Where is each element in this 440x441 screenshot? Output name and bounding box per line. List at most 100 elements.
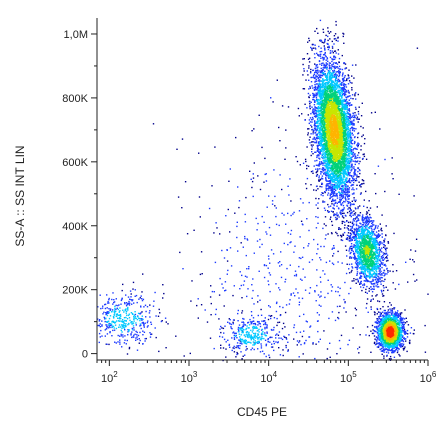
event-dot — [351, 267, 354, 269]
event-dot — [241, 297, 243, 299]
event-dot — [313, 127, 316, 129]
event-dot — [374, 245, 376, 247]
event-dot — [366, 280, 368, 283]
event-dot — [276, 317, 278, 320]
event-dot — [315, 142, 318, 144]
event-dot — [377, 278, 380, 280]
event-dot — [269, 274, 272, 276]
event-dot — [359, 184, 361, 187]
event-dot — [322, 153, 324, 156]
event-dot — [348, 77, 350, 79]
event-dot — [227, 208, 229, 211]
event-dot — [258, 340, 260, 342]
event-dot — [264, 326, 266, 329]
event-dot — [104, 303, 106, 306]
event-dot — [243, 339, 246, 342]
event-dot — [397, 316, 400, 318]
event-dot — [235, 346, 237, 349]
event-dot — [332, 180, 334, 183]
event-dot — [317, 83, 320, 85]
event-dot — [253, 335, 256, 338]
event-dot — [376, 294, 378, 296]
event-dot — [354, 218, 357, 220]
event-dot — [264, 173, 266, 176]
event-dot — [315, 164, 318, 166]
event-dot — [341, 94, 343, 97]
event-dot — [394, 317, 396, 319]
event-dot — [396, 317, 398, 319]
event-dot — [322, 168, 324, 170]
event-dot — [321, 162, 323, 164]
event-dot — [124, 303, 126, 305]
event-dot — [368, 227, 371, 229]
event-dot — [293, 326, 295, 329]
event-dot — [233, 345, 235, 348]
event-dot — [368, 231, 370, 233]
event-dot — [176, 148, 178, 150]
event-dot — [332, 255, 334, 257]
event-dot — [215, 222, 217, 224]
event-dot — [349, 174, 351, 177]
event-dot — [138, 342, 140, 344]
event-dot — [363, 225, 366, 228]
event-dot — [346, 157, 349, 160]
event-dot — [323, 73, 325, 76]
event-dot — [278, 337, 280, 339]
event-dot — [380, 321, 383, 323]
event-dot — [97, 306, 99, 308]
event-dot — [386, 247, 388, 249]
event-dot — [353, 142, 355, 145]
event-dot — [392, 264, 394, 266]
event-dot — [376, 341, 378, 343]
event-dot — [341, 208, 344, 211]
event-dot — [162, 284, 164, 286]
event-dot — [404, 346, 406, 348]
event-dot — [320, 133, 322, 136]
event-dot — [351, 156, 353, 158]
event-dot — [237, 312, 239, 315]
event-dot — [365, 158, 368, 160]
event-dot — [327, 165, 329, 168]
event-dot — [142, 343, 144, 345]
event-dot — [366, 302, 368, 305]
event-dot — [349, 117, 351, 120]
event-dot — [123, 342, 126, 344]
event-dot — [320, 128, 322, 130]
event-dot — [105, 328, 108, 330]
event-dot — [275, 223, 278, 226]
event-dot — [322, 69, 324, 71]
event-dot — [333, 56, 335, 58]
event-dot — [152, 123, 155, 125]
event-dot — [360, 282, 362, 285]
event-dot — [342, 191, 345, 193]
event-dot — [345, 311, 347, 313]
event-dot — [391, 346, 394, 349]
event-dot — [398, 353, 400, 356]
event-dot — [328, 46, 330, 49]
event-dot — [229, 346, 231, 348]
event-dot — [119, 326, 122, 328]
event-dot — [325, 56, 327, 58]
event-dot — [355, 237, 357, 239]
event-dot — [381, 342, 383, 344]
event-dot — [349, 181, 352, 184]
event-dot — [379, 344, 382, 347]
event-dot — [141, 315, 143, 317]
event-dot — [329, 260, 331, 262]
event-dot — [294, 270, 297, 272]
event-dot — [276, 301, 278, 303]
event-dot — [380, 336, 382, 338]
event-dot — [368, 275, 370, 278]
event-dot — [399, 312, 402, 314]
event-dot — [133, 314, 135, 316]
event-dot — [244, 221, 247, 223]
event-dot — [342, 87, 345, 90]
event-dot — [377, 318, 379, 320]
event-dot — [331, 64, 333, 66]
event-dot — [335, 290, 337, 293]
event-dot — [267, 267, 269, 269]
event-dot — [344, 67, 347, 69]
event-dot — [257, 295, 259, 297]
event-dot — [355, 309, 358, 311]
event-dot — [371, 324, 374, 327]
